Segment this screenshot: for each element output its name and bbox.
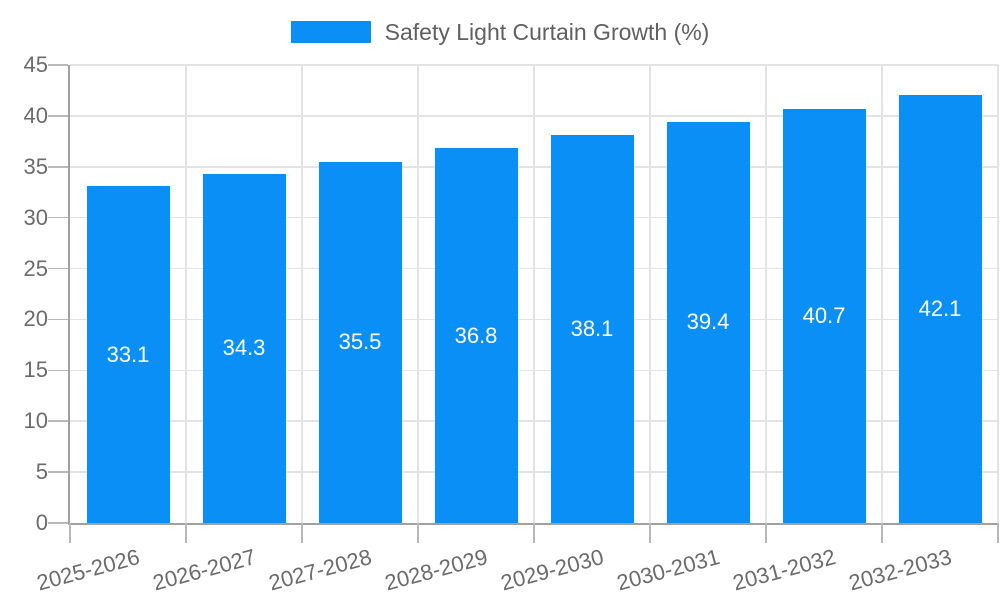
bar[interactable]: [202, 173, 286, 523]
y-axis-tick: [48, 471, 68, 473]
chart-legend: Safety Light Curtain Growth (%): [0, 18, 1000, 46]
x-axis-tick: [881, 523, 883, 543]
y-axis-tick: [48, 216, 68, 219]
x-axis-tick: [997, 523, 999, 543]
bar-value-label: 33.1: [106, 341, 150, 367]
bar[interactable]: [666, 121, 750, 523]
bar-value-label: 36.8: [454, 322, 498, 348]
y-axis-tick: [48, 166, 68, 168]
y-axis-tick: [48, 267, 68, 270]
y-axis-tick: [48, 64, 68, 66]
y-axis-label: 0: [35, 510, 48, 535]
y-axis-tick: [48, 115, 68, 117]
y-axis-label: 45: [23, 52, 48, 77]
gridline-vertical: [417, 65, 419, 523]
y-axis-tick: [48, 369, 68, 372]
plot-area: 0 5 10 15 20 25 30 35 40 45 33.1 2025-2026 34.3 2026-…: [24, 54, 999, 595]
gridline-vertical: [649, 65, 651, 523]
bar-value-label: 39.4: [686, 309, 730, 335]
bar-value-label: 35.5: [338, 329, 382, 355]
gridline-vertical: [881, 65, 883, 523]
y-axis-tick: [48, 420, 68, 422]
bar[interactable]: [550, 135, 634, 523]
gridline-horizontal: [70, 64, 998, 66]
y-axis-label: 15: [23, 357, 48, 383]
legend-label[interactable]: Safety Light Curtain Growth (%): [384, 19, 710, 45]
gridline-vertical: [533, 65, 535, 523]
y-axis-label: 40: [23, 102, 48, 128]
y-axis-label: 20: [23, 306, 48, 332]
gridline-vertical: [301, 65, 303, 523]
y-axis-label: 10: [23, 408, 48, 434]
y-axis-label: 30: [23, 204, 48, 230]
gridline-vertical: [185, 65, 187, 523]
y-axis-tick: [48, 318, 68, 321]
y-axis-label: 25: [23, 255, 48, 281]
x-axis-tick: [301, 523, 303, 543]
bar-value-label: 38.1: [570, 316, 614, 342]
legend-swatch[interactable]: [290, 21, 371, 43]
y-axis-tick: [48, 522, 68, 524]
y-axis-label: 35: [23, 153, 48, 179]
gridline-vertical: [997, 65, 999, 523]
bar-value-label: 40.7: [802, 302, 846, 328]
y-axis-label: 5: [35, 459, 48, 485]
x-axis-tick: [765, 523, 767, 543]
x-axis-tick: [417, 523, 419, 543]
x-axis-tick: [649, 523, 651, 543]
bar[interactable]: [86, 186, 170, 523]
bar-value-label: 34.3: [222, 335, 266, 361]
x-axis-tick: [185, 523, 187, 543]
bar[interactable]: [318, 161, 402, 523]
bar[interactable]: [898, 94, 982, 523]
gridline-vertical: [765, 65, 767, 523]
bar-value-label: 42.1: [918, 295, 962, 321]
x-axis-tick: [69, 523, 71, 543]
bar[interactable]: [434, 148, 518, 523]
x-axis-tick: [533, 523, 535, 543]
bar[interactable]: [782, 108, 866, 523]
